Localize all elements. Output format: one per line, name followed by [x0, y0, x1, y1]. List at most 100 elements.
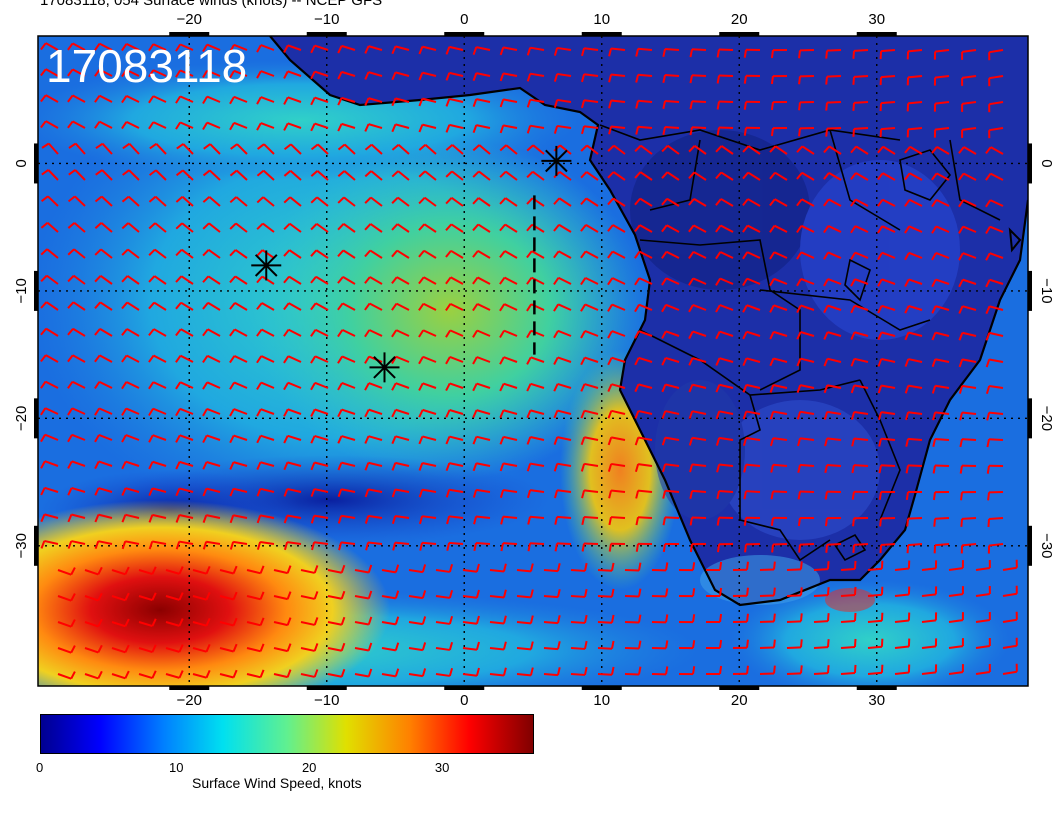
wind-barb: [961, 49, 977, 60]
wind-barb: [635, 47, 653, 57]
wind-barb: [364, 123, 383, 132]
wind-barb: [553, 197, 572, 207]
wind-barb: [732, 613, 749, 623]
y-tick-left: [34, 143, 38, 184]
wind-barb: [570, 562, 588, 572]
wind-barb: [715, 171, 734, 181]
axis-ticks: [34, 32, 1032, 690]
wind-barb: [138, 670, 157, 680]
wind-barb: [661, 303, 680, 313]
wind-barb: [391, 123, 410, 133]
wind-barb: [985, 278, 1004, 288]
wind-barb: [877, 198, 896, 207]
wind-barb: [850, 278, 869, 287]
wind-barb: [283, 328, 302, 337]
wind-barb: [769, 224, 788, 233]
wind-barb: [472, 98, 491, 108]
wind-barb: [84, 566, 103, 576]
wind-barb: [391, 515, 410, 525]
wind-barb: [256, 381, 275, 390]
wind-barb: [364, 488, 383, 498]
wind-barb: [310, 70, 329, 80]
wind-barb: [95, 142, 113, 155]
wind-barb: [905, 411, 923, 421]
wind-barb: [192, 565, 211, 575]
wind-barb: [499, 409, 518, 419]
wind-barb: [435, 641, 454, 651]
wind-barb: [554, 489, 572, 499]
wind-barb: [581, 515, 599, 526]
wind-barb: [273, 565, 292, 575]
wind-barb: [904, 331, 923, 341]
wind-barb: [553, 276, 572, 285]
wind-barb: [580, 356, 599, 366]
wind-barb: [580, 462, 599, 472]
wind-barb: [798, 127, 815, 137]
wind-barb: [94, 222, 113, 233]
wind-barb: [41, 142, 59, 155]
wind-barb: [446, 515, 464, 525]
wind-barb: [705, 613, 723, 623]
x-tick-label-top: 10: [593, 11, 610, 28]
wind-barb: [796, 331, 815, 340]
wind-barb: [933, 75, 950, 86]
date-stamp: 17083118: [46, 40, 247, 92]
x-tick-top: [169, 32, 210, 36]
wind-barb: [662, 463, 680, 473]
wind-barb: [192, 591, 211, 601]
wind-barb: [759, 639, 776, 649]
wind-barb: [310, 461, 329, 471]
wind-barb: [823, 145, 842, 155]
wind-barb: [165, 592, 184, 601]
wind-barb: [327, 590, 346, 600]
wind-barb: [391, 170, 410, 181]
wind-barb: [742, 437, 761, 446]
wind-barb: [597, 614, 615, 624]
wind-barb: [688, 197, 707, 207]
wind-barb: [705, 639, 723, 649]
wind-barb: [337, 355, 356, 364]
wind-barb: [445, 170, 464, 181]
wind-barb: [759, 613, 776, 623]
wind-barb: [246, 669, 265, 679]
wind-barb: [445, 276, 464, 285]
wind-barb: [877, 225, 896, 234]
wind-barb: [67, 274, 86, 285]
wind-barb: [877, 251, 896, 261]
wind-barb: [987, 543, 1004, 554]
wind-barb: [798, 101, 815, 111]
wind-barb: [608, 542, 626, 552]
wind-barb: [689, 48, 707, 58]
wind-barb: [40, 301, 59, 311]
wind-barb: [796, 277, 815, 287]
wind-barb: [813, 613, 830, 623]
wind-barb: [960, 491, 977, 501]
wind-barb: [310, 275, 329, 285]
wind-barb: [678, 640, 696, 650]
wind-barb: [229, 487, 248, 497]
wind-barb: [364, 461, 383, 471]
wind-barb: [986, 464, 1004, 474]
wind-barb: [932, 464, 950, 474]
wind-barb: [769, 277, 788, 287]
wind-barb: [933, 543, 950, 554]
x-tick-label: 20: [731, 692, 748, 709]
wind-barb: [175, 121, 194, 130]
wind-barb: [283, 143, 302, 155]
wind-barb: [975, 559, 991, 571]
wind-barb: [202, 222, 221, 233]
wind-barb: [796, 384, 815, 393]
wind-barbs: [40, 42, 1018, 680]
wind-barb: [906, 75, 923, 86]
wind-barb: [148, 487, 167, 497]
wind-barb: [526, 489, 545, 499]
wind-barb: [840, 612, 857, 623]
wind-barb: [651, 640, 669, 650]
wind-barb: [580, 330, 599, 339]
wind-barb: [543, 615, 561, 625]
wind-barb: [553, 462, 572, 472]
wind-barb: [418, 249, 437, 259]
wind-barb: [743, 48, 761, 58]
wind-barb: [798, 49, 815, 59]
wind-barb: [311, 541, 329, 551]
